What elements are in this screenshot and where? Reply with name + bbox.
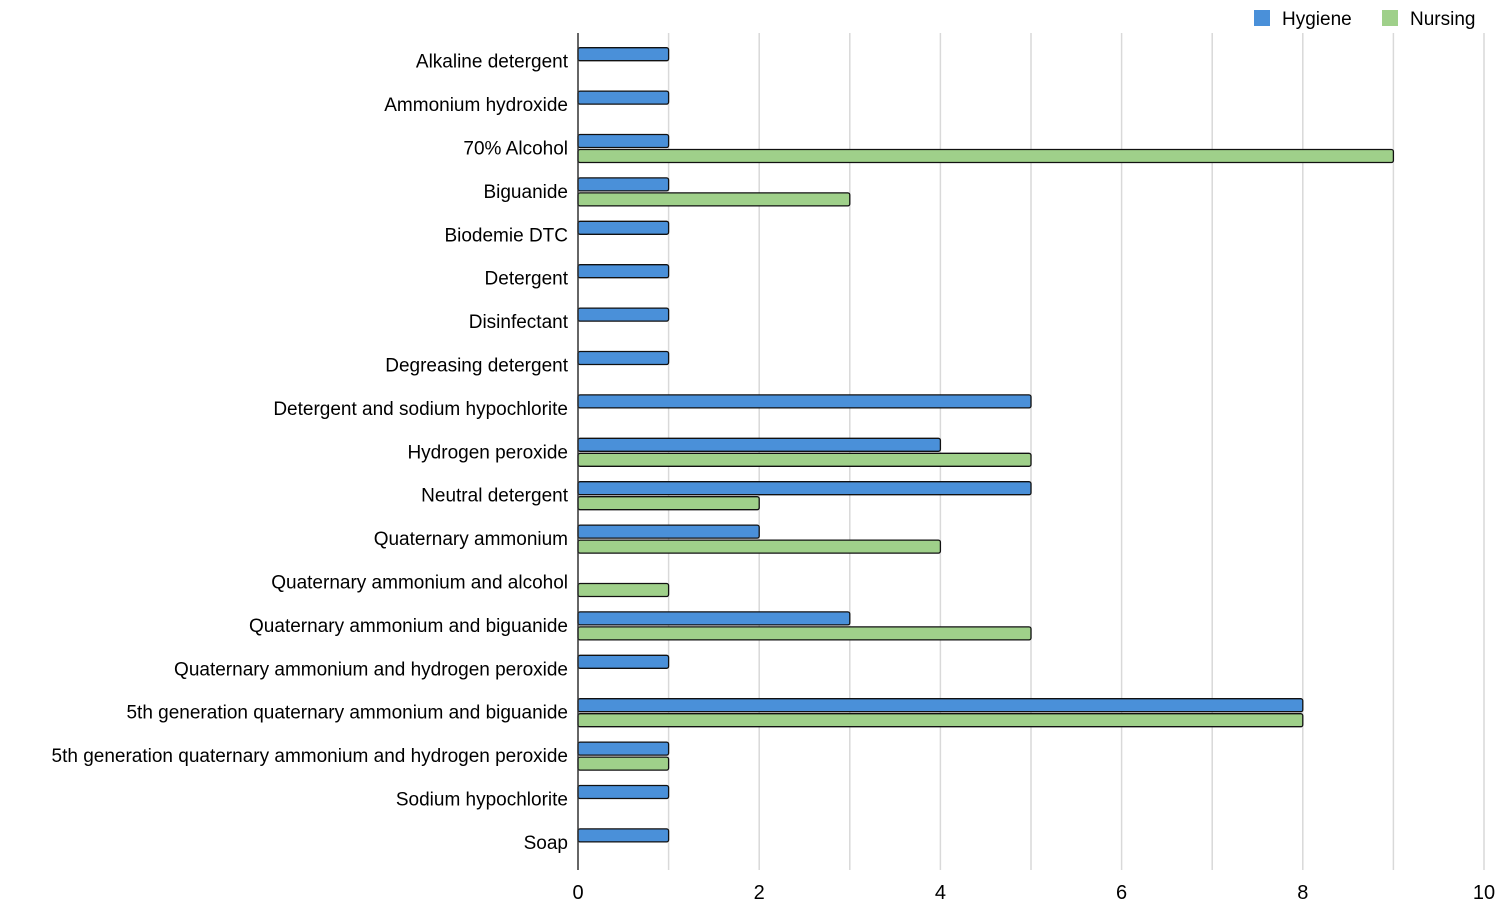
bar-nursing bbox=[577, 452, 1032, 467]
bar-hygiene bbox=[577, 220, 670, 235]
bar-hygiene bbox=[577, 481, 1032, 496]
category-label: Quaternary ammonium and biguanide bbox=[249, 616, 568, 637]
category-label: Biguanide bbox=[483, 182, 568, 203]
bar-hygiene bbox=[577, 524, 760, 539]
category-label: Detergent bbox=[485, 269, 569, 290]
category-label: Quaternary ammonium bbox=[374, 529, 568, 550]
bar-nursing bbox=[577, 626, 1032, 641]
x-tick-labels: 0 2 4 6 8 10 bbox=[572, 882, 1495, 904]
bar-hygiene bbox=[577, 264, 670, 279]
bar-hygiene bbox=[577, 698, 1304, 713]
legend-swatch-nursing bbox=[1382, 10, 1398, 26]
bar-hygiene bbox=[577, 741, 670, 756]
x-tick-label: 4 bbox=[935, 882, 946, 904]
category-label: Sodium hypochlorite bbox=[396, 790, 568, 811]
bar-nursing bbox=[577, 148, 1395, 164]
category-labels: Alkaline detergent Ammonium hydroxide 70% … bbox=[52, 52, 569, 854]
x-tick-label: 6 bbox=[1116, 882, 1127, 904]
bar-hygiene bbox=[577, 177, 670, 192]
bar-hygiene bbox=[577, 307, 670, 322]
bar-nursing bbox=[577, 713, 1304, 728]
category-label: Ammonium hydroxide bbox=[384, 95, 568, 116]
bar-hygiene bbox=[577, 654, 670, 669]
legend-label-hygiene: Hygiene bbox=[1282, 9, 1352, 30]
bar-hygiene bbox=[577, 90, 670, 105]
bar-hygiene bbox=[577, 437, 942, 452]
bar-nursing bbox=[577, 756, 670, 771]
category-label: Quaternary ammonium and hydrogen peroxid… bbox=[174, 659, 568, 680]
bar-hygiene bbox=[577, 47, 670, 62]
category-label: 5th generation quaternary ammonium and b… bbox=[126, 703, 568, 724]
gridlines bbox=[667, 33, 1485, 870]
bar-nursing bbox=[577, 192, 851, 207]
bar-nursing bbox=[577, 582, 670, 598]
bars bbox=[577, 47, 1395, 843]
bar-hygiene bbox=[577, 350, 670, 366]
legend-swatch-hygiene bbox=[1254, 10, 1270, 26]
category-label: Alkaline detergent bbox=[416, 52, 569, 73]
bar-nursing bbox=[577, 539, 942, 554]
x-tick-label: 8 bbox=[1297, 882, 1308, 904]
bar-hygiene bbox=[577, 394, 1032, 409]
category-label: Soap bbox=[524, 833, 568, 854]
category-label: 70% Alcohol bbox=[463, 139, 568, 160]
x-tick-label: 0 bbox=[572, 882, 583, 904]
bar-hygiene bbox=[577, 611, 851, 626]
bar-nursing bbox=[577, 496, 760, 511]
legend-label-nursing: Nursing bbox=[1410, 9, 1475, 30]
category-label: Detergent and sodium hypochlorite bbox=[273, 399, 568, 420]
category-label: Neutral detergent bbox=[421, 486, 569, 507]
category-label: 5th generation quaternary ammonium and h… bbox=[52, 746, 569, 767]
legend: Hygiene Nursing bbox=[1254, 9, 1475, 30]
category-label: Disinfectant bbox=[469, 312, 569, 333]
bar-hygiene bbox=[577, 828, 670, 843]
category-label: Quaternary ammonium and alcohol bbox=[271, 573, 568, 594]
category-label: Degreasing detergent bbox=[385, 356, 568, 377]
x-tick-label: 2 bbox=[754, 882, 765, 904]
x-tick-label: 10 bbox=[1473, 882, 1495, 904]
category-label: Hydrogen peroxide bbox=[407, 442, 568, 463]
bar-hygiene bbox=[577, 784, 670, 800]
category-label: Biodemie DTC bbox=[444, 225, 568, 246]
bar-hygiene bbox=[577, 133, 670, 149]
